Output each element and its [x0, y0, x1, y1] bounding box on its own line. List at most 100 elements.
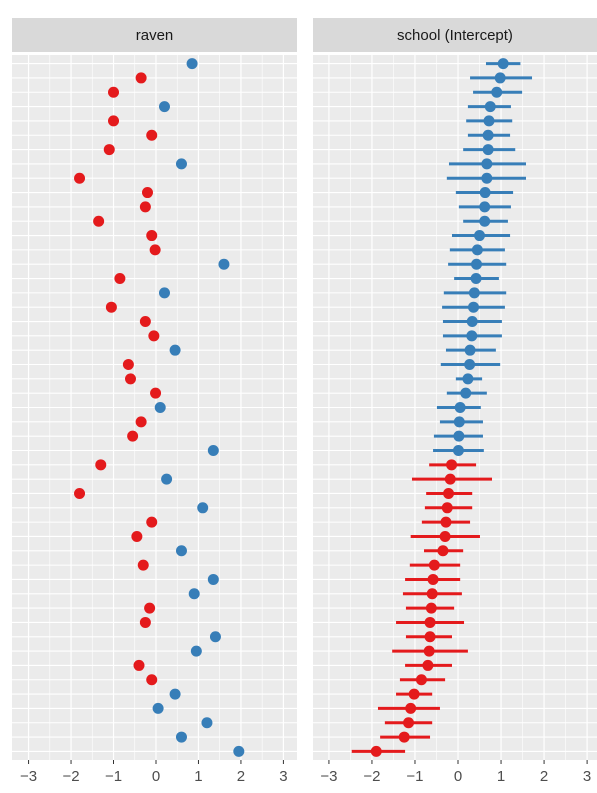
point — [158, 101, 170, 113]
point — [139, 201, 151, 213]
point — [443, 487, 455, 499]
point — [93, 215, 105, 227]
point — [137, 559, 149, 571]
point — [470, 273, 482, 285]
point — [474, 230, 486, 242]
point — [415, 674, 427, 686]
point — [186, 58, 198, 70]
point — [146, 129, 158, 141]
point — [466, 330, 478, 342]
point — [405, 702, 417, 714]
point — [471, 258, 483, 270]
point — [95, 459, 107, 471]
x-tick-label: −1 — [105, 768, 122, 785]
point — [483, 115, 495, 127]
point — [482, 129, 494, 141]
point — [408, 688, 420, 700]
point — [454, 402, 466, 413]
point — [108, 115, 120, 127]
point — [148, 330, 160, 342]
strip — [12, 18, 297, 52]
point — [218, 258, 230, 270]
x-tick-label: −3 — [320, 768, 337, 785]
point — [169, 344, 181, 356]
point — [146, 230, 158, 242]
point — [481, 172, 493, 184]
point — [444, 473, 456, 485]
x-tick-label: 2 — [540, 768, 548, 785]
point — [114, 273, 126, 285]
point — [135, 416, 147, 428]
point — [131, 530, 143, 542]
point — [188, 588, 200, 600]
x-tick-label: 2 — [237, 768, 245, 785]
point — [108, 86, 120, 98]
strip — [313, 18, 597, 52]
point — [426, 588, 438, 600]
point — [441, 502, 453, 514]
point — [149, 244, 161, 256]
x-tick-label: −3 — [20, 768, 37, 785]
point — [479, 215, 491, 227]
point — [190, 645, 202, 657]
x-tick-label: 0 — [152, 768, 160, 785]
point — [453, 416, 465, 428]
x-tick-label: 3 — [583, 768, 591, 785]
point — [403, 717, 415, 729]
point — [425, 602, 437, 614]
point — [462, 373, 474, 385]
point — [479, 201, 491, 213]
point — [398, 731, 410, 743]
point — [133, 659, 145, 671]
point — [125, 373, 137, 385]
panel-title: raven — [136, 27, 174, 44]
point — [150, 387, 162, 399]
point — [423, 645, 435, 657]
point — [139, 316, 151, 328]
point — [207, 573, 219, 585]
point — [105, 301, 117, 313]
point — [464, 344, 476, 356]
x-tick-label: 3 — [279, 768, 287, 785]
point — [422, 659, 434, 671]
point — [440, 516, 452, 528]
point — [127, 430, 139, 442]
point — [197, 502, 209, 514]
x-tick-label: 1 — [194, 768, 202, 785]
point — [201, 717, 213, 729]
point — [152, 702, 164, 714]
point — [471, 244, 483, 256]
x-tick-label: −1 — [406, 768, 423, 785]
point — [453, 430, 465, 442]
point — [484, 101, 496, 113]
point — [446, 459, 458, 471]
point — [154, 402, 166, 413]
point — [144, 602, 156, 614]
x-tick-label: 1 — [497, 768, 505, 785]
x-tick-label: −2 — [363, 768, 380, 785]
point — [74, 487, 86, 499]
point — [122, 359, 134, 371]
point — [161, 473, 173, 485]
point — [491, 86, 503, 98]
point — [175, 158, 187, 170]
point — [460, 387, 472, 399]
panel-title: school (Intercept) — [397, 27, 513, 44]
point — [497, 58, 509, 70]
point — [452, 444, 464, 456]
point — [468, 301, 480, 313]
point — [481, 158, 493, 170]
point — [141, 187, 153, 199]
point — [464, 359, 476, 371]
point — [468, 287, 480, 299]
point — [427, 573, 439, 585]
point — [494, 72, 506, 84]
x-tick-label: 0 — [454, 768, 462, 785]
point — [139, 616, 151, 628]
point — [158, 287, 170, 299]
point — [466, 316, 478, 328]
point — [175, 545, 187, 557]
point — [437, 545, 449, 557]
point — [169, 688, 181, 700]
point — [424, 631, 436, 643]
